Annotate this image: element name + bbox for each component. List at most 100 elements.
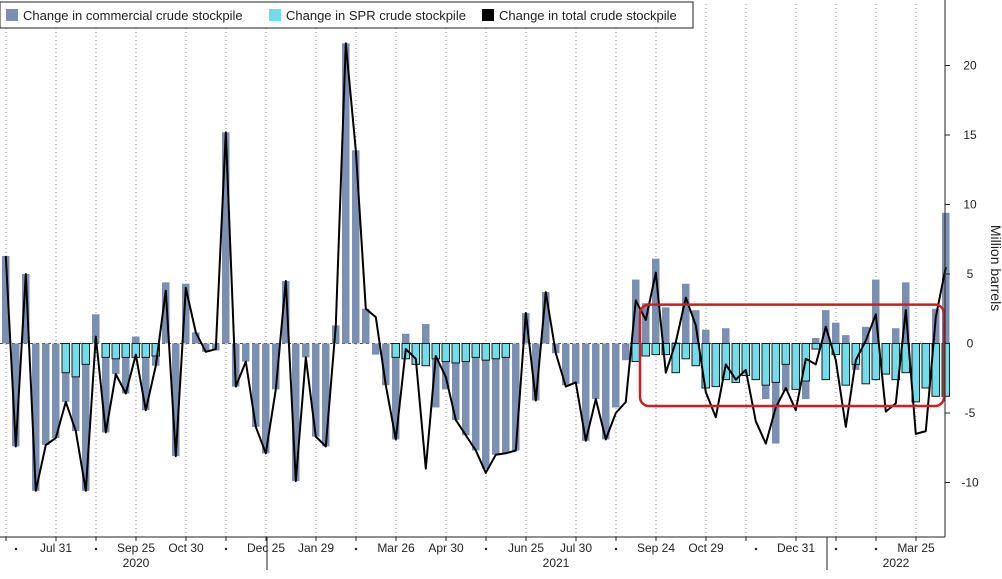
commercial-bar [942, 212, 950, 344]
y-tick-label: -5 [965, 406, 976, 420]
spr-bar [661, 343, 670, 356]
legend-swatch [482, 9, 494, 21]
spr-bar [121, 343, 130, 358]
spr-bar [681, 343, 690, 360]
spr-bar [141, 343, 150, 358]
spr-bar [861, 343, 870, 385]
spr-bar [71, 343, 80, 378]
commercial-bar [492, 343, 500, 455]
commercial-bar [342, 43, 350, 344]
commercial-bar [222, 132, 230, 344]
commercial-bar [772, 343, 780, 444]
commercial-bar [32, 343, 40, 491]
legend-swatch [6, 9, 18, 21]
commercial-bar [542, 292, 550, 344]
year-label: 2021 [543, 556, 570, 570]
spr-bar [871, 343, 880, 381]
commercial-bar [382, 343, 390, 386]
commercial-bar [272, 343, 280, 390]
commercial-bar [292, 343, 300, 482]
commercial-bar [72, 343, 80, 432]
commercial-bar [782, 343, 790, 391]
commercial-bar [562, 343, 570, 386]
bars [2, 43, 950, 491]
spr-bar [451, 343, 460, 364]
commercial-bar [42, 343, 50, 445]
spr-bar [641, 343, 650, 357]
commercial-bar [572, 343, 580, 384]
grid-lines [5, 4, 917, 537]
legend: Change in commercial crude stockpile Chan… [0, 1, 694, 29]
spr-bar [481, 343, 490, 361]
x-dot-tick [484, 547, 488, 551]
commercial-bar [642, 303, 650, 344]
commercial-bar [52, 343, 60, 439]
commercial-bar [362, 308, 370, 344]
commercial-bar [162, 282, 170, 344]
commercial-bar [172, 343, 180, 457]
spr-bar [921, 343, 930, 389]
spr-bar [631, 343, 640, 363]
year-label: 2022 [883, 556, 910, 570]
spr-bar [461, 343, 470, 363]
spr-bar [791, 343, 800, 390]
commercial-bar [482, 343, 490, 469]
spr-bar [701, 343, 710, 389]
year-label: 2020 [123, 556, 150, 570]
commercial-bar [252, 343, 260, 427]
commercial-bar [702, 329, 710, 344]
x-tick-label: Jun 25 [508, 541, 544, 555]
commercial-bar [352, 150, 360, 344]
commercial-bar [632, 279, 640, 344]
x-dot-tick [874, 547, 878, 551]
commercial-bar [512, 343, 520, 451]
spr-bar [911, 343, 920, 403]
y-tick-label: 10 [963, 198, 977, 212]
commercial-bar [82, 343, 90, 491]
x-tick-label: Sep 25 [117, 541, 155, 555]
commercial-bar [472, 343, 480, 451]
commercial-bar [132, 336, 140, 344]
y-tick-label: -10 [961, 476, 979, 490]
commercial-bar [242, 343, 250, 362]
legend-label: Change in SPR crude stockpile [286, 8, 466, 23]
commercial-bar [422, 324, 430, 344]
commercial-bar [122, 343, 130, 394]
commercial-bar [582, 343, 590, 441]
commercial-bar [532, 343, 540, 401]
commercial-bar [872, 279, 880, 344]
spr-bar [711, 343, 720, 388]
commercial-bar [812, 337, 820, 344]
spr-bar [881, 343, 890, 375]
commercial-bar [372, 343, 380, 355]
spr-bar [781, 343, 790, 365]
spr-bar [841, 343, 850, 386]
commercial-bar [452, 343, 460, 420]
x-dot-tick [354, 547, 358, 551]
x-dot-tick [94, 547, 98, 551]
x-tick-label: Dec 31 [777, 541, 815, 555]
spr-bar [731, 343, 740, 383]
y-tick-label: 20 [963, 59, 977, 73]
commercial-bar [312, 343, 320, 437]
y-tick-label: 5 [967, 267, 974, 281]
commercial-bar [612, 343, 620, 408]
spr-bar [811, 343, 820, 350]
x-tick-label: Mar 25 [897, 541, 935, 555]
legend-label: Change in total crude stockpile [499, 8, 677, 23]
commercial-bar [682, 283, 690, 344]
commercial-bar [442, 343, 450, 390]
spr-bar [421, 343, 430, 367]
x-dot-tick [834, 547, 838, 551]
x-dot-tick [614, 547, 618, 551]
commercial-bar [142, 343, 150, 411]
x-tick-label: Oct 29 [688, 541, 724, 555]
highlight-box [638, 303, 946, 408]
x-dot-tick [224, 547, 228, 551]
commercial-bar [652, 258, 660, 344]
y-tick-label: 0 [967, 337, 974, 351]
commercial-bar [392, 343, 400, 440]
commercial-bar [502, 343, 510, 454]
commercial-bar [262, 343, 270, 454]
